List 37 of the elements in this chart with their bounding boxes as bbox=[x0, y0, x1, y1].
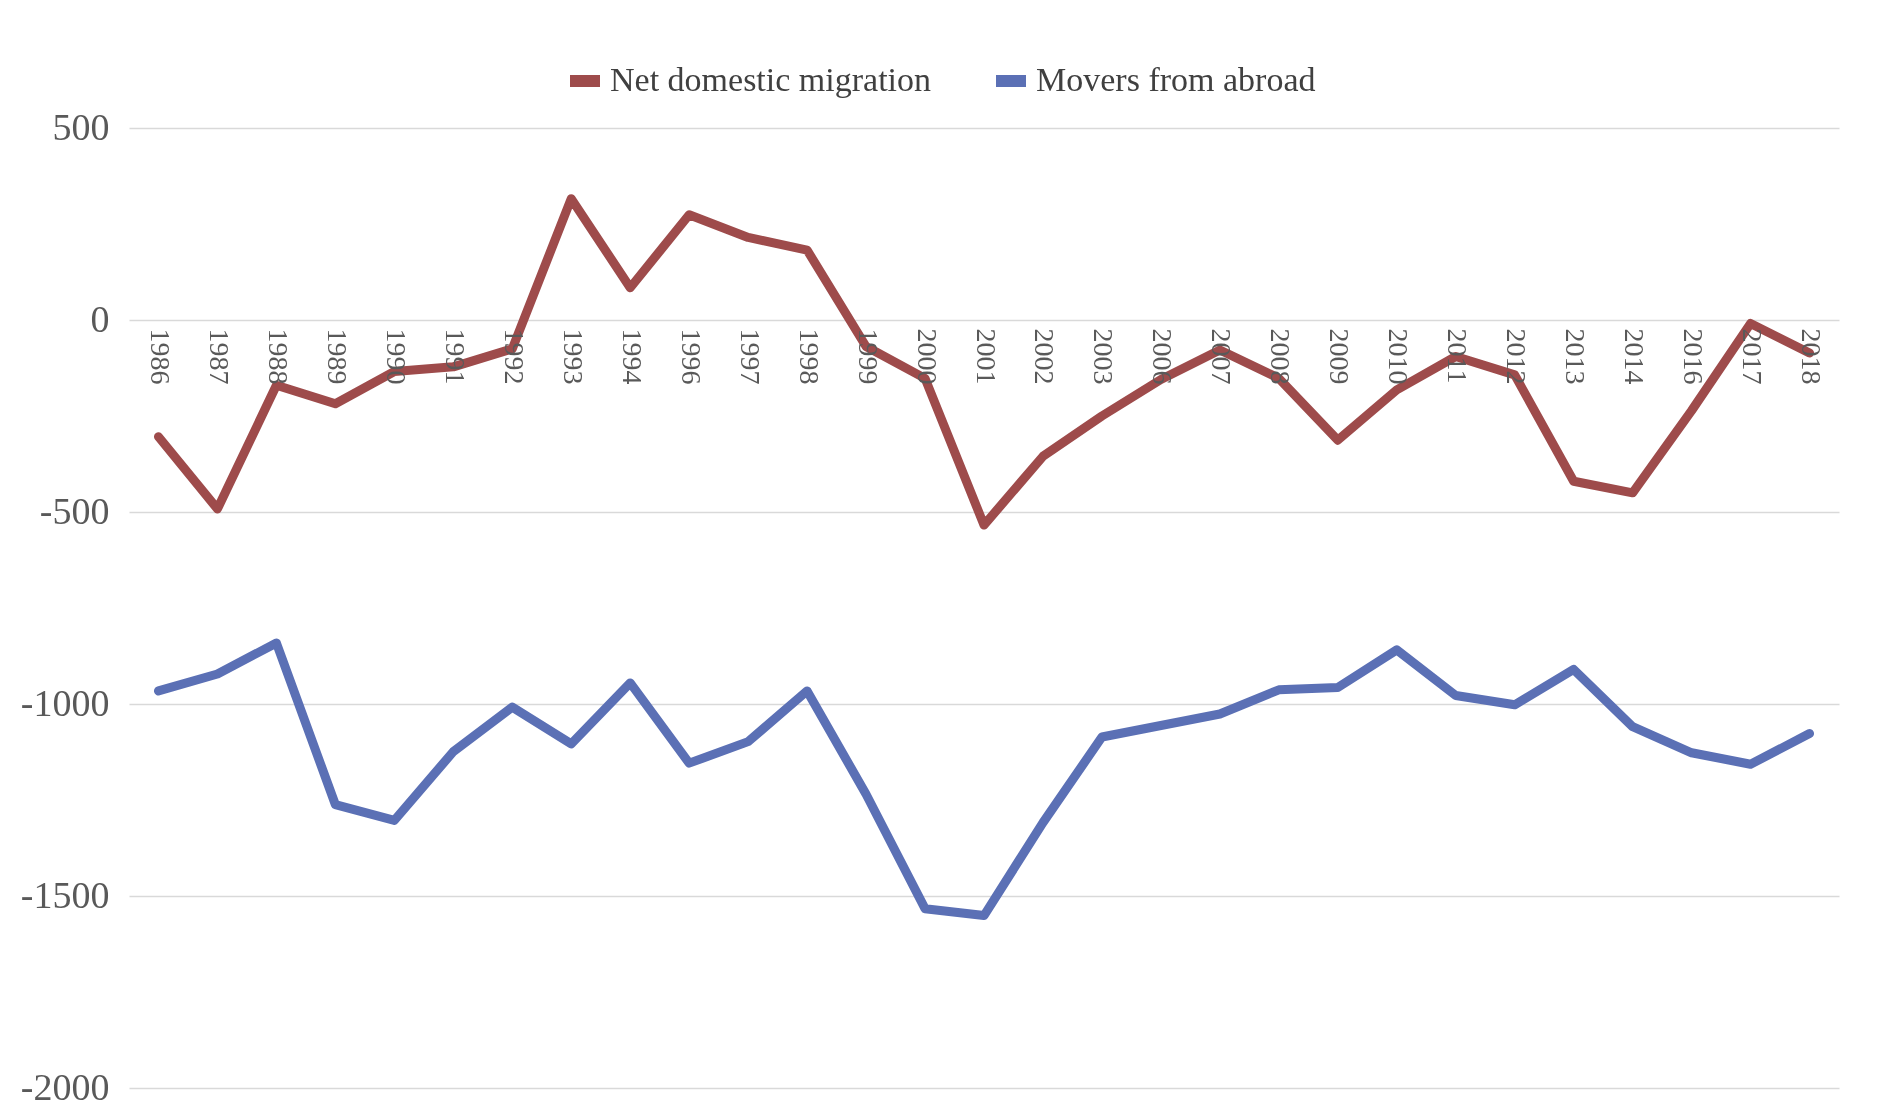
x-tick-label: 2010 bbox=[1383, 328, 1415, 385]
x-tick-label: 2011 bbox=[1442, 328, 1474, 384]
x-tick-label: 1988 bbox=[262, 328, 294, 385]
x-tick-label: 2009 bbox=[1324, 328, 1356, 385]
x-tick-label: 1986 bbox=[144, 328, 176, 385]
y-tick-label: 0 bbox=[90, 297, 110, 340]
x-tick-label: 2000 bbox=[911, 328, 943, 385]
x-tick-label: 2002 bbox=[1029, 328, 1061, 385]
legend-label: Net domestic migration bbox=[610, 61, 932, 98]
x-tick-label: 2003 bbox=[1088, 328, 1120, 385]
x-tick-label: 1990 bbox=[380, 328, 412, 385]
x-tick-label: 1989 bbox=[321, 328, 353, 385]
x-tick-label: 1999 bbox=[852, 328, 884, 385]
x-tick-label: 2016 bbox=[1678, 328, 1710, 385]
x-tick-label: 1996 bbox=[675, 328, 707, 385]
x-tick-label: 2017 bbox=[1737, 328, 1769, 385]
legend-label: Movers from abroad bbox=[1036, 61, 1316, 98]
y-tick-label: -2000 bbox=[20, 1065, 110, 1108]
y-tick-label: -1500 bbox=[20, 873, 110, 916]
x-tick-label: 2018 bbox=[1796, 328, 1828, 385]
x-tick-label: 2001 bbox=[970, 328, 1002, 385]
x-tick-label: 1994 bbox=[616, 328, 648, 385]
y-tick-label: 500 bbox=[52, 105, 110, 148]
x-tick-label: 1998 bbox=[793, 328, 825, 385]
x-tick-label: 2006 bbox=[1147, 328, 1179, 385]
x-tick-label: 1993 bbox=[557, 328, 589, 385]
x-tick-label: 2007 bbox=[1206, 328, 1238, 385]
x-tick-label: 2008 bbox=[1265, 328, 1297, 385]
x-tick-label: 1997 bbox=[734, 328, 766, 385]
y-tick-label: -1000 bbox=[20, 681, 110, 724]
x-tick-label: 2012 bbox=[1501, 328, 1533, 385]
y-tick-label: -500 bbox=[39, 489, 110, 532]
x-tick-label: 1991 bbox=[439, 328, 471, 385]
x-tick-label: 2013 bbox=[1560, 328, 1592, 385]
x-tick-label: 1992 bbox=[498, 328, 530, 385]
x-tick-label: 1987 bbox=[203, 328, 235, 385]
x-tick-label: 2014 bbox=[1619, 328, 1651, 385]
